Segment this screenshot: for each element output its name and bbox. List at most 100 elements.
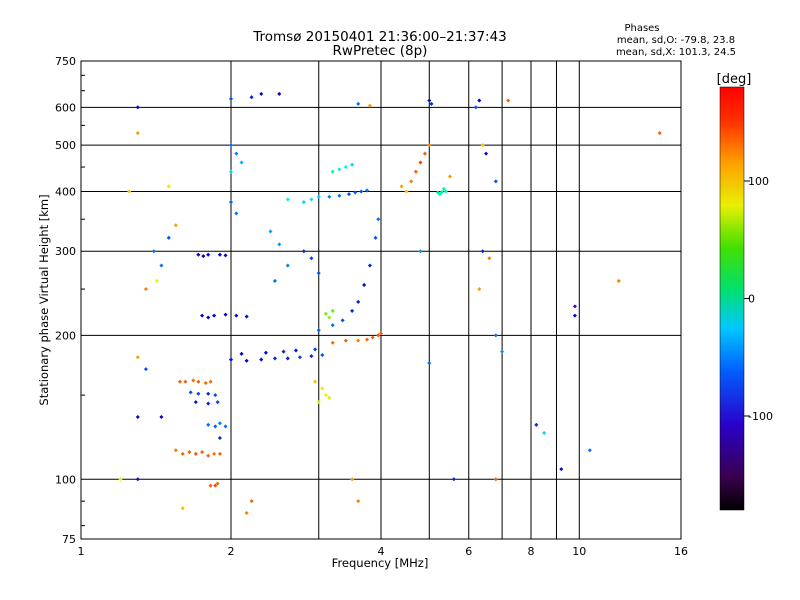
data-point xyxy=(244,358,249,363)
data-point xyxy=(206,252,211,257)
data-point xyxy=(320,386,325,391)
data-point xyxy=(437,192,442,197)
data-point xyxy=(346,192,352,197)
data-point xyxy=(313,347,318,352)
data-point xyxy=(309,354,314,359)
data-point xyxy=(228,96,234,101)
chart-title: Tromsø 20150401 21:36:00–21:37:43 xyxy=(252,29,507,45)
data-point xyxy=(427,98,432,103)
data-point xyxy=(337,167,342,172)
colorbar-tick-label: 0 xyxy=(748,293,755,306)
data-point xyxy=(327,395,332,400)
data-point xyxy=(313,379,318,384)
data-point xyxy=(135,414,140,420)
data-point xyxy=(166,235,171,240)
data-point xyxy=(213,393,218,398)
data-point xyxy=(196,252,201,257)
data-point xyxy=(477,98,482,103)
data-point xyxy=(443,189,448,194)
data-point xyxy=(370,335,375,340)
data-point xyxy=(166,184,171,189)
data-point xyxy=(343,165,348,170)
data-point xyxy=(427,143,432,148)
data-point xyxy=(173,223,178,228)
data-point xyxy=(376,333,381,338)
plot-area: 1 2 4 6 8 10 16 75 100 200 300 400 500 600 750 xyxy=(55,55,688,558)
data-point xyxy=(340,318,345,323)
data-point xyxy=(180,451,185,456)
data-point xyxy=(215,400,220,405)
data-point xyxy=(356,101,361,106)
data-point xyxy=(309,197,314,202)
data-point xyxy=(359,189,364,194)
y-tick-label: 75 xyxy=(62,533,76,546)
data-point xyxy=(193,451,198,456)
y-axis-ticks: 75 100 200 300 400 500 600 750 xyxy=(55,55,85,546)
data-point xyxy=(223,312,228,317)
data-point xyxy=(217,435,222,441)
data-point xyxy=(473,105,478,110)
data-point xyxy=(228,200,234,205)
data-point xyxy=(217,451,222,456)
phases-o-stats: mean, sd,O: -79.8, 23.8 xyxy=(617,35,735,46)
data-point xyxy=(350,308,355,313)
data-point xyxy=(208,483,213,488)
data-point xyxy=(323,393,328,398)
data-point xyxy=(263,350,268,355)
data-point xyxy=(154,278,159,283)
data-point xyxy=(506,98,511,103)
grid-lines xyxy=(81,61,681,539)
y-tick-label: 500 xyxy=(55,139,76,152)
x-tick-label: 10 xyxy=(572,545,586,558)
data-point xyxy=(330,308,335,313)
data-point xyxy=(206,453,211,458)
data-point xyxy=(187,450,192,455)
data-point xyxy=(201,254,206,259)
data-point xyxy=(487,256,492,261)
data-point xyxy=(200,450,205,455)
data-point xyxy=(191,378,196,383)
data-point xyxy=(356,499,361,504)
data-points xyxy=(118,91,662,516)
colorbar-unit-label: [deg] xyxy=(717,72,752,87)
data-point xyxy=(350,162,355,167)
data-point xyxy=(559,467,564,472)
data-point xyxy=(151,249,156,254)
data-point xyxy=(213,483,218,488)
data-point xyxy=(212,313,217,318)
data-point xyxy=(316,194,321,199)
data-point xyxy=(477,287,482,292)
x-tick-label: 16 xyxy=(674,545,688,558)
data-point xyxy=(228,169,234,174)
data-point xyxy=(367,263,372,268)
data-point xyxy=(249,95,254,100)
phases-x-stats: mean, sd,X: 101.3, 24.5 xyxy=(616,47,736,58)
data-point xyxy=(228,143,234,148)
data-point xyxy=(439,189,444,195)
data-point xyxy=(572,313,577,318)
data-point xyxy=(343,338,348,343)
data-point xyxy=(418,160,423,165)
data-point xyxy=(217,421,222,426)
data-point xyxy=(143,367,148,372)
data-point xyxy=(268,229,273,234)
data-point xyxy=(356,338,361,343)
data-point xyxy=(217,252,222,257)
data-point xyxy=(316,328,321,333)
data-point xyxy=(378,331,384,336)
data-point xyxy=(427,361,432,366)
data-point xyxy=(249,499,254,504)
data-point xyxy=(206,391,211,396)
data-point xyxy=(277,242,282,247)
data-point xyxy=(330,169,335,174)
data-point xyxy=(177,379,183,384)
data-point xyxy=(404,189,409,194)
colorbar-ticks: 100 0 -100 xyxy=(744,175,773,423)
data-point xyxy=(572,304,577,309)
data-point xyxy=(435,190,440,195)
data-point xyxy=(234,211,239,216)
data-point xyxy=(418,249,423,254)
data-point xyxy=(135,105,140,110)
data-point xyxy=(188,390,193,395)
data-point xyxy=(159,414,164,420)
